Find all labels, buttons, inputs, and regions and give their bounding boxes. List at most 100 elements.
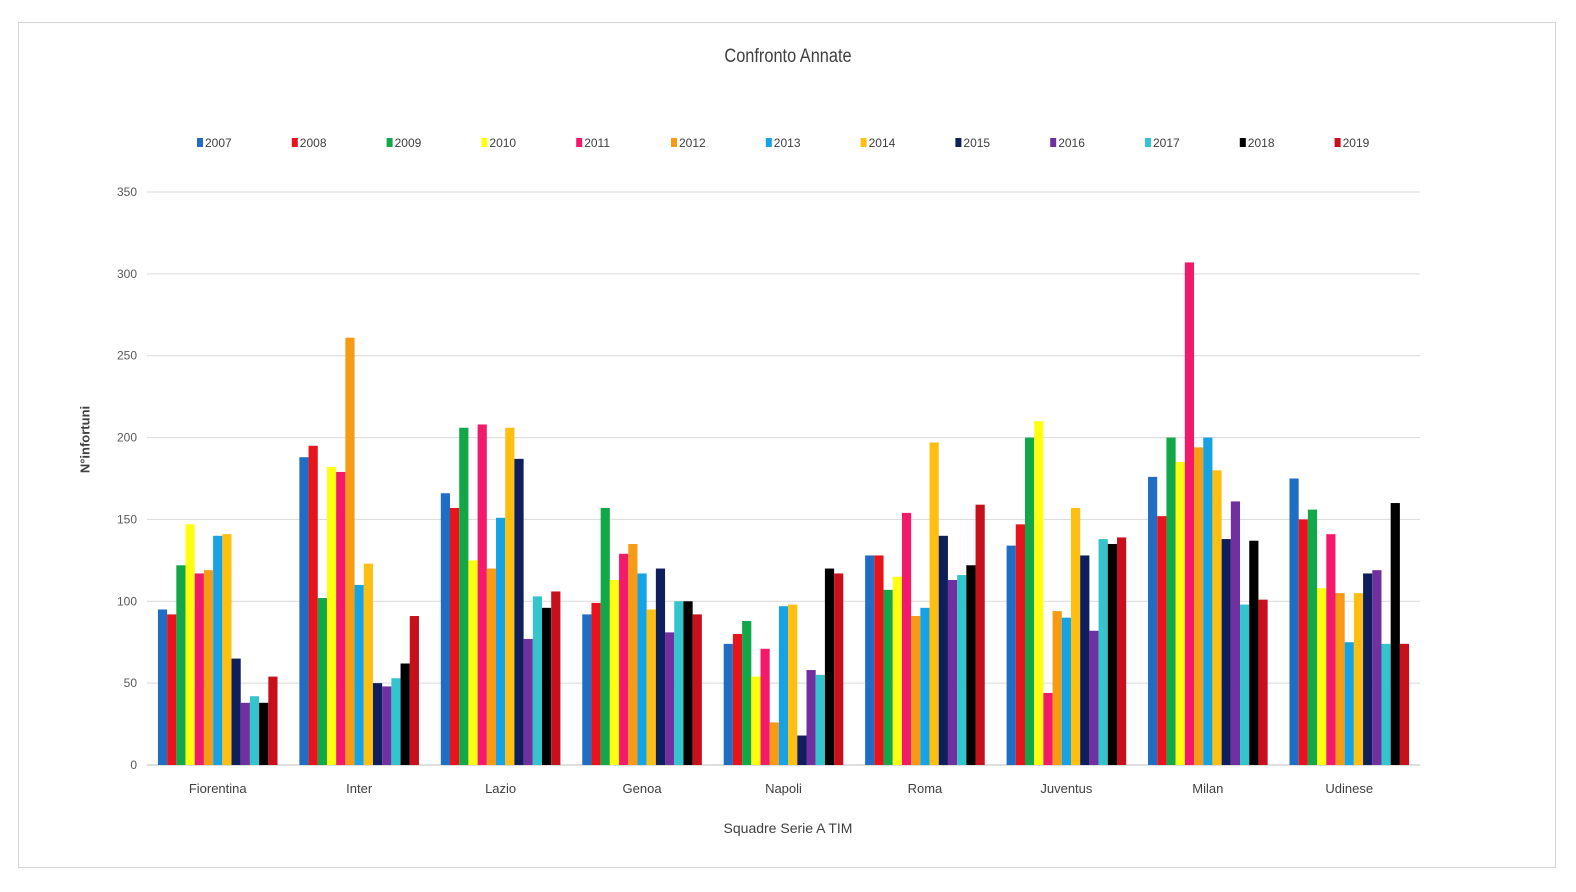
bar (742, 620, 752, 765)
bar (259, 702, 269, 765)
bar (400, 663, 410, 765)
bar (1399, 643, 1410, 765)
legend-swatch (1239, 138, 1246, 147)
bar (883, 589, 893, 765)
bar (1317, 588, 1327, 765)
bar (249, 696, 260, 765)
bar (760, 648, 770, 765)
bar (947, 580, 958, 765)
bar (157, 609, 168, 765)
legend-swatch (765, 138, 772, 147)
bar (468, 560, 478, 765)
bar (523, 638, 533, 765)
bar (317, 598, 327, 765)
bar (514, 458, 524, 765)
bar (1116, 537, 1127, 765)
bar (609, 580, 620, 765)
bar (477, 424, 487, 765)
y-tick-label: 200 (117, 431, 137, 445)
legend-label: 2009 (395, 136, 422, 150)
legend-label: 2019 (1343, 136, 1370, 150)
bar (1212, 470, 1222, 765)
bar (326, 467, 337, 765)
bar (865, 555, 875, 765)
bar (1240, 604, 1250, 765)
bar (1166, 437, 1176, 765)
x-tick-label: Juventus (1040, 781, 1093, 796)
bar (683, 601, 693, 765)
legend-swatch (1050, 138, 1057, 147)
bar (797, 735, 807, 765)
bar (167, 614, 177, 765)
legend-label: 2016 (1058, 136, 1085, 150)
bar (1203, 437, 1213, 765)
bar (372, 683, 383, 765)
bar (665, 632, 675, 765)
bar (551, 591, 561, 765)
legend-label: 2008 (300, 136, 327, 150)
bar (203, 570, 214, 765)
x-tick-label: Genoa (623, 781, 663, 796)
y-tick-label: 0 (130, 758, 137, 772)
bar (336, 471, 346, 765)
bar (901, 512, 912, 765)
x-tick-label: Lazio (485, 781, 516, 796)
bar (692, 614, 702, 765)
bar (806, 670, 816, 765)
bar (450, 507, 460, 765)
x-tick-label: Napoli (765, 781, 802, 796)
bar (723, 643, 733, 765)
bar (1230, 501, 1241, 765)
legend-swatch (671, 138, 677, 147)
bar (778, 606, 789, 765)
legend-label: 2018 (1248, 136, 1275, 150)
bar (240, 702, 250, 765)
bar (1080, 555, 1090, 765)
bar (391, 678, 401, 765)
legend-swatch (291, 138, 298, 147)
bar (674, 601, 684, 765)
bar (1052, 611, 1062, 765)
legend-swatch (1145, 138, 1151, 147)
y-tick-label: 350 (117, 185, 137, 199)
bar (732, 634, 743, 765)
bar (1326, 534, 1336, 765)
bar (788, 604, 798, 765)
y-tick-label: 100 (117, 594, 137, 608)
bar (505, 427, 515, 765)
bar (1024, 437, 1035, 765)
bar (751, 676, 761, 765)
bar (591, 602, 601, 765)
chart-title: Confronto Annate (724, 46, 852, 67)
bar (213, 535, 223, 765)
bar (619, 553, 629, 765)
bar (382, 686, 392, 765)
legend-swatch (860, 138, 867, 147)
legend-label: 2010 (489, 136, 516, 150)
bar (637, 573, 647, 765)
bar (1335, 593, 1345, 765)
legend-label: 2017 (1153, 136, 1180, 150)
bar (1070, 507, 1081, 765)
bar (646, 609, 656, 765)
bar (496, 517, 506, 765)
bar (975, 504, 985, 765)
bar (769, 722, 779, 765)
bar (582, 614, 592, 765)
bar (1015, 524, 1025, 765)
bar (1006, 545, 1016, 765)
bar (1390, 503, 1400, 765)
bar (1372, 570, 1382, 765)
legend-label: 2007 (205, 136, 232, 150)
bar (957, 575, 967, 765)
legend-swatch (955, 138, 962, 147)
bar (1289, 478, 1299, 765)
bar (354, 584, 364, 765)
legend-swatch (386, 138, 393, 147)
bar (929, 442, 939, 765)
bar (409, 616, 419, 765)
legend-label: 2013 (774, 136, 801, 150)
bar (815, 674, 825, 765)
bar (268, 676, 278, 765)
